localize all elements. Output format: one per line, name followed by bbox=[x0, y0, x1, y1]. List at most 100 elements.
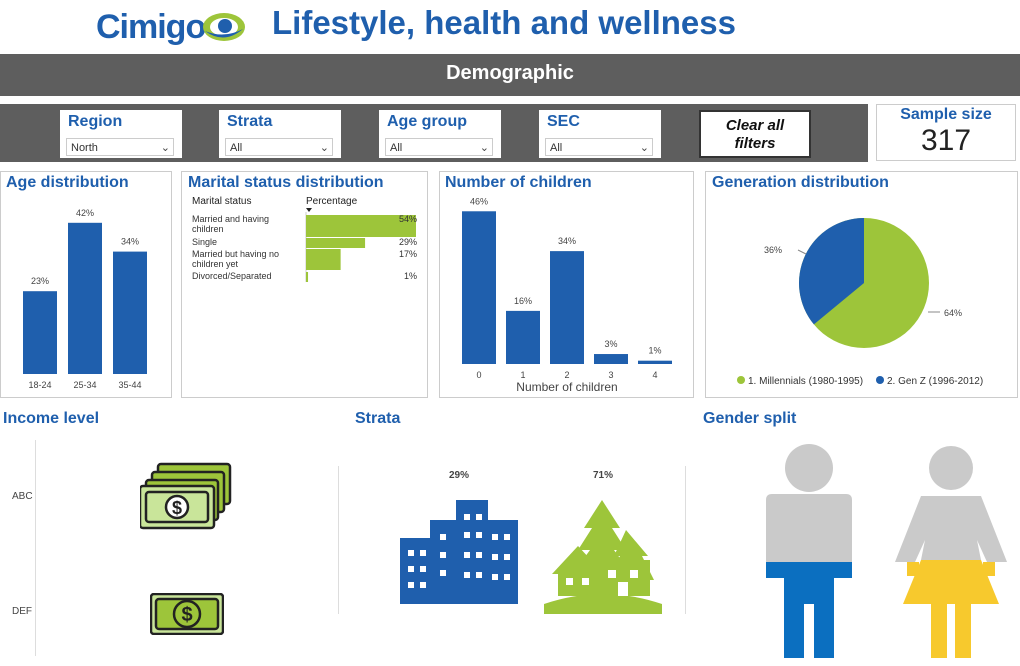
tick-label: 0 bbox=[476, 370, 481, 380]
data-label: 16% bbox=[514, 296, 532, 306]
data-label: 34% bbox=[121, 237, 139, 247]
marital-bar[interactable] bbox=[306, 238, 366, 248]
income-row-def: DEF bbox=[12, 606, 32, 617]
region-slicer-label: Region bbox=[68, 113, 123, 130]
sample-size-label: Sample size bbox=[900, 106, 992, 123]
number-of-children-panel: Number of children 46% 0 16% 1 34% 2 3% 3 1% 4 Num… bbox=[439, 171, 694, 398]
marital-value-label: 29% bbox=[399, 237, 417, 247]
marital-status-chart: Married and having children 54% Single 29% Ma… bbox=[192, 208, 417, 282]
tick-label: 18-24 bbox=[28, 380, 51, 390]
age-group-dropdown[interactable]: All ⌄ bbox=[385, 138, 493, 156]
income-axis-line bbox=[35, 440, 36, 656]
money-stack-icon: $ bbox=[140, 462, 232, 530]
rural-house-trees-icon bbox=[544, 500, 662, 614]
sec-slicer: SEC All ⌄ bbox=[539, 110, 661, 158]
bar-2[interactable] bbox=[550, 251, 584, 364]
income-row-abc: ABC bbox=[12, 491, 33, 502]
strata-slicer: Strata All ⌄ bbox=[219, 110, 341, 158]
svg-text:$: $ bbox=[172, 498, 182, 518]
strata-dropdown[interactable]: All ⌄ bbox=[225, 138, 333, 156]
marital-col-header-percentage[interactable]: Percentage bbox=[306, 196, 358, 207]
chevron-down-icon: ⌄ bbox=[639, 142, 649, 154]
generation-panel: Generation distribution 36% 64% 1. Millenn… bbox=[705, 171, 1018, 398]
bar-35-44[interactable] bbox=[113, 251, 147, 374]
marital-category-label: Divorced/Separated bbox=[192, 271, 272, 281]
pie-slice-genz[interactable] bbox=[799, 218, 864, 325]
strata-slicer-label: Strata bbox=[227, 113, 273, 130]
bar-3[interactable] bbox=[594, 354, 628, 364]
age-distribution-chart: 23% 18-24 42% 25-34 34% 35-44 bbox=[23, 208, 147, 390]
money-bill-icon: $ bbox=[150, 593, 224, 635]
strata-divider-left bbox=[338, 466, 339, 614]
marital-bar[interactable] bbox=[306, 272, 309, 282]
sample-size-card: Sample size 317 bbox=[876, 104, 1016, 161]
strata-urban-label: 29% bbox=[449, 470, 470, 481]
sort-desc-icon bbox=[306, 208, 312, 212]
chevron-down-icon: ⌄ bbox=[160, 142, 170, 154]
strata-rural-label: 71% bbox=[593, 470, 614, 481]
city-buildings-icon bbox=[400, 500, 518, 604]
marital-col-header-status: Marital status bbox=[192, 196, 252, 207]
tick-label: 25-34 bbox=[73, 380, 96, 390]
marital-category-label: Married and having children bbox=[192, 214, 269, 234]
sample-size-value: 317 bbox=[920, 124, 972, 157]
age-group-slicer-label: Age group bbox=[387, 113, 467, 130]
bar-25-34[interactable] bbox=[68, 222, 102, 374]
marital-bar[interactable] bbox=[306, 249, 341, 270]
data-label: 1% bbox=[648, 346, 661, 356]
bar-4[interactable] bbox=[638, 360, 672, 364]
number-of-children-chart: 46% 0 16% 1 34% 2 3% 3 1% 4 Number of children bbox=[462, 196, 672, 394]
clear-button-line1: Clear all bbox=[725, 117, 785, 134]
bar-1[interactable] bbox=[506, 310, 540, 364]
generation-chart-title: Generation distribution bbox=[712, 174, 889, 191]
age-group-slicer: Age group All ⌄ bbox=[379, 110, 501, 158]
sec-dropdown[interactable]: All ⌄ bbox=[545, 138, 653, 156]
marital-category-label: Married but having no children yet bbox=[192, 249, 279, 269]
tick-label: 35-44 bbox=[118, 380, 141, 390]
strata-divider-right bbox=[685, 466, 686, 614]
gender-split-title: Gender split bbox=[703, 410, 797, 427]
children-chart-title: Number of children bbox=[445, 174, 592, 191]
tick-label: 2 bbox=[564, 370, 569, 380]
bar-0[interactable] bbox=[462, 211, 496, 364]
age-group-value: All bbox=[390, 142, 403, 154]
marital-value-label: 1% bbox=[404, 271, 417, 281]
chevron-down-icon: ⌄ bbox=[319, 142, 329, 154]
sec-slicer-label: SEC bbox=[547, 113, 580, 130]
tick-label: 1 bbox=[520, 370, 525, 380]
strata-value: All bbox=[230, 142, 243, 154]
tick-label: 4 bbox=[652, 370, 657, 380]
data-label: 34% bbox=[558, 236, 576, 246]
x-axis-label: Number of children bbox=[516, 380, 617, 394]
marital-category-label: Single bbox=[192, 237, 217, 247]
legend-label-genz[interactable]: 2. Gen Z (1996-2012) bbox=[887, 376, 983, 387]
data-label: 42% bbox=[76, 208, 94, 218]
leader-line bbox=[797, 249, 807, 255]
legend-dot-genz bbox=[876, 376, 884, 384]
age-distribution-panel: Age distribution 23% 18-24 42% 25-34 34% 35-4… bbox=[0, 171, 172, 398]
age-chart-title: Age distribution bbox=[6, 174, 129, 191]
income-level-title: Income level bbox=[3, 410, 100, 427]
data-label: 46% bbox=[470, 196, 488, 206]
clear-filters-button[interactable]: Clear all filters bbox=[699, 110, 811, 158]
data-label: 23% bbox=[31, 276, 49, 286]
region-dropdown[interactable]: North ⌄ bbox=[66, 138, 174, 156]
bar-18-24[interactable] bbox=[23, 291, 57, 374]
marital-status-panel: Marital status distribution Marital stat… bbox=[181, 171, 428, 398]
generation-pie-chart: 36% 64% 1. Millennials (1980-1995) 2. Gen Z… bbox=[737, 218, 983, 387]
brand-logo-text: Cimigo bbox=[96, 8, 206, 46]
male-figure-icon bbox=[766, 444, 852, 658]
tick-label: 3 bbox=[608, 370, 613, 380]
eye-logo-icon bbox=[203, 13, 245, 41]
legend-dot-millennials bbox=[737, 376, 745, 384]
svg-text:$: $ bbox=[181, 604, 192, 626]
marital-chart-title: Marital status distribution bbox=[188, 174, 384, 191]
page-title: Lifestyle, health and wellness bbox=[272, 4, 736, 41]
section-banner: Demographic bbox=[0, 54, 1020, 96]
sec-value: All bbox=[550, 142, 563, 154]
legend-label-millennials[interactable]: 1. Millennials (1980-1995) bbox=[748, 376, 863, 387]
pie-label-millennials: 64% bbox=[944, 308, 962, 318]
marital-bar[interactable] bbox=[306, 215, 416, 237]
marital-value-label: 17% bbox=[399, 249, 417, 259]
region-value: North bbox=[71, 142, 98, 154]
